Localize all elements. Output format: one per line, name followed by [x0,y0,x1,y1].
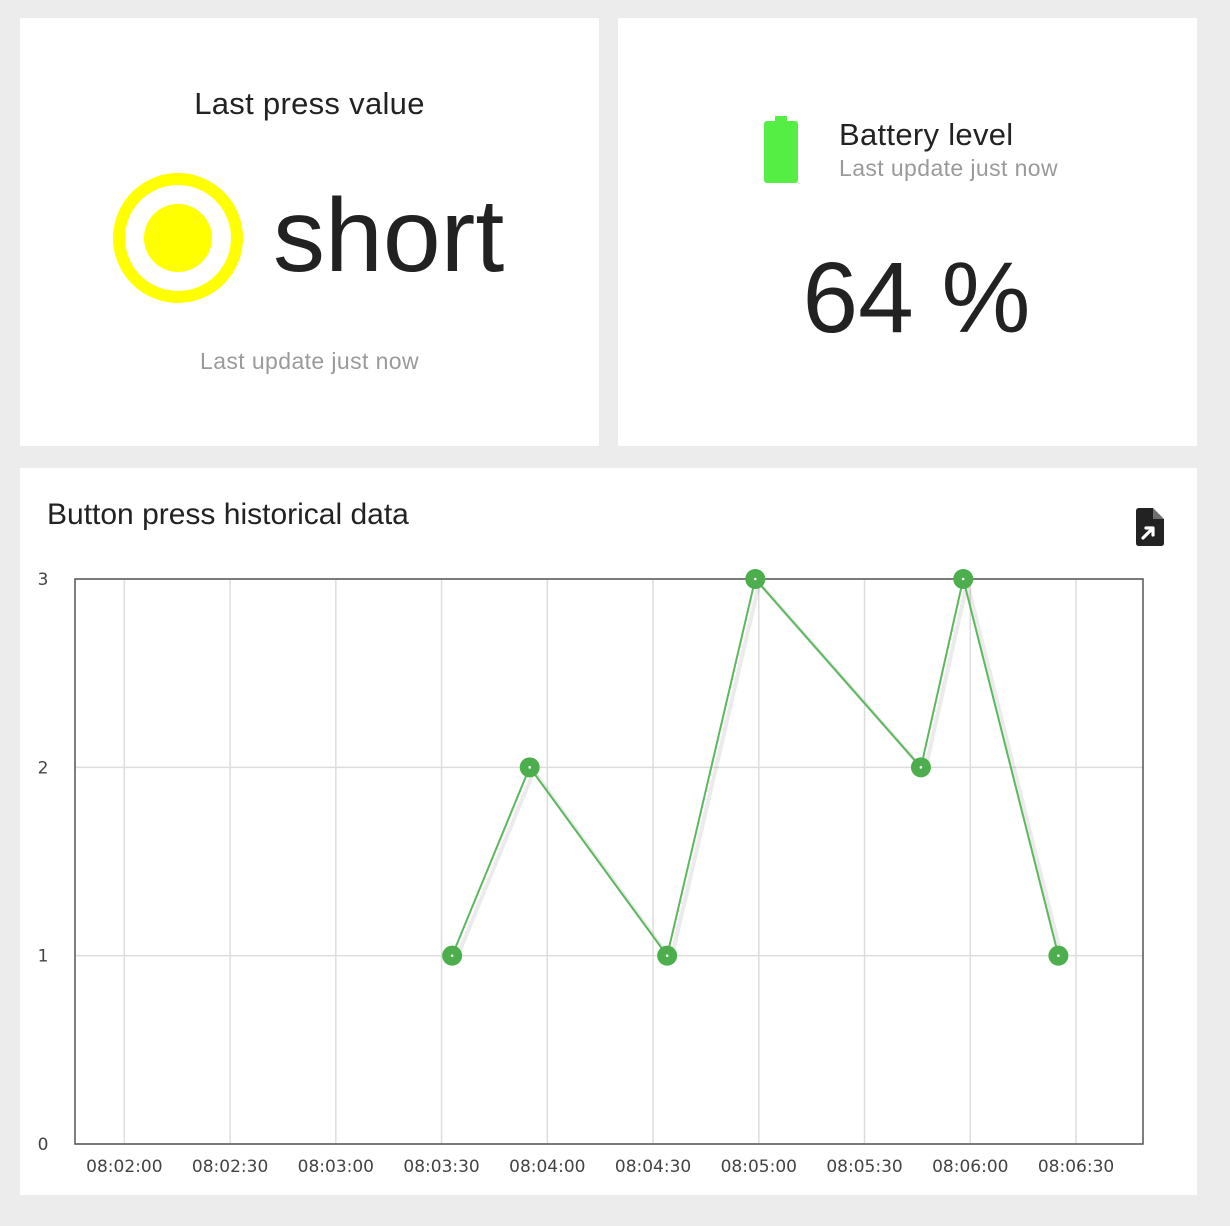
battery-level-card: Battery level Last update just now 64 % [618,18,1197,446]
x-tick-label: 08:06:30 [1038,1157,1114,1177]
x-tick-label: 08:06:00 [932,1157,1008,1177]
x-tick-label: 08:02:00 [86,1157,162,1177]
line-chart: 08:02:00 08:02:30 08:03:00 08:03:30 08:04:00… [38,569,1144,1177]
battery-card-title: Battery level [839,117,1014,152]
data-point-center [919,766,923,769]
press-updated-text: Last update just now [200,348,419,374]
data-point-center [753,577,757,581]
battery-full-icon [764,116,798,183]
data-point-center [1057,954,1060,957]
data-point-center [450,954,454,957]
y-tick-label: 2 [38,758,49,778]
x-tick-label: 08:03:30 [403,1157,479,1177]
chart-title: Button press historical data [47,498,409,531]
data-point-center [961,577,965,581]
battery-value: 64 % [802,242,1031,354]
x-tick-label: 08:04:00 [509,1157,585,1177]
y-tick-label: 0 [38,1135,49,1155]
last-press-card: Last press value short Last update just … [20,18,599,446]
press-card-title: Last press value [194,86,425,121]
plot-frame [74,578,1144,1145]
y-tick-label: 3 [38,570,49,590]
battery-updated-text: Last update just now [839,155,1058,181]
data-point-center [528,766,531,769]
x-tick-label: 08:02:30 [192,1157,268,1177]
x-tick-label: 08:03:00 [298,1157,374,1177]
historical-chart-card: 08:02:00 08:02:30 08:03:00 08:03:30 08:04:00… [20,468,1197,1195]
press-value: short [273,178,505,294]
x-tick-label: 08:05:00 [721,1157,797,1177]
file-export-icon[interactable] [1133,508,1167,546]
data-point-center [665,954,669,957]
x-tick-label: 08:04:30 [615,1157,691,1177]
x-tick-label: 08:05:30 [826,1157,902,1177]
radio-button-checked-icon [113,173,243,303]
y-tick-label: 1 [38,947,49,967]
